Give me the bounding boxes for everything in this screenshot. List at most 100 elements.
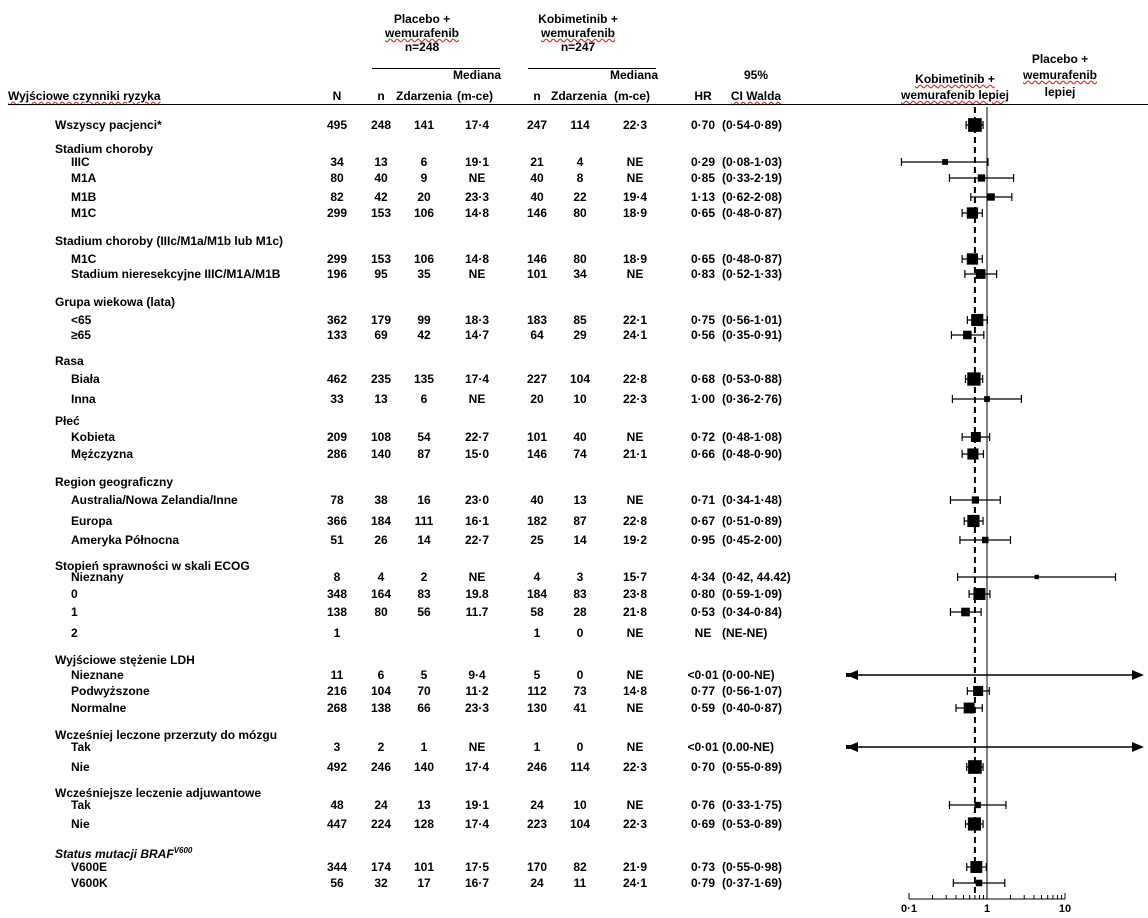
hr-point [942, 159, 948, 165]
cell-e1: 56 [417, 605, 431, 619]
cell-e2: 104 [569, 817, 591, 831]
cell-N: 362 [326, 313, 348, 327]
row-label: Stadium nieresekcyjne IIIC/M1A/M1B [71, 267, 281, 281]
cell-m2: 21·1 [622, 447, 648, 461]
cell-m2: 24·1 [622, 876, 648, 890]
cell-m1: 19.8 [465, 587, 489, 601]
cell-n2: 1 [533, 626, 541, 640]
group2-n: n=247 [560, 40, 596, 54]
cell-e2: 11 [573, 876, 587, 890]
cell-e2: 80 [573, 206, 587, 220]
cell-hr: 0·66 [690, 447, 716, 461]
cell-hr: <0·01 [687, 740, 719, 754]
cell-e1: 135 [413, 372, 435, 386]
cell-e1: 9 [420, 171, 428, 185]
cell-e1: 6 [420, 392, 428, 406]
cell-m1: 14·7 [464, 328, 490, 342]
cell-hr: 0·56 [690, 328, 716, 342]
cell-e1: 141 [413, 118, 435, 132]
cell-n2: 223 [526, 817, 548, 831]
cell-hr: 0·67 [690, 514, 716, 528]
cell-m1: NE [468, 570, 486, 584]
row-label: 2 [71, 626, 78, 640]
cell-e1: 13 [417, 798, 431, 812]
cell-m2: 22·8 [622, 372, 648, 386]
cell-n2: 183 [526, 313, 548, 327]
cell-hr: 4·34 [690, 570, 716, 584]
cell-e2: 0 [576, 668, 584, 682]
cell-N: 80 [330, 171, 344, 185]
cell-m2: NE [626, 155, 644, 169]
section-title: Grupa wiekowa (lata) [55, 295, 176, 309]
cell-n1: 224 [370, 817, 392, 831]
cell-e2: 10 [573, 392, 587, 406]
cell-N: 82 [330, 190, 344, 204]
row-label: V600K [71, 876, 108, 890]
cell-n2: 40 [530, 171, 544, 185]
cell-e2: 13 [573, 493, 587, 507]
cell-n1: 246 [370, 760, 392, 774]
hr-point [973, 685, 984, 697]
cell-m2: NE [626, 430, 644, 444]
cell-m2: 21·8 [622, 605, 648, 619]
cell-n1: 24 [374, 798, 388, 812]
cell-hr: 0·71 [690, 493, 716, 507]
cell-e2: 22 [573, 190, 587, 204]
cell-e1: 5 [420, 668, 428, 682]
cell-m1: 9·4 [468, 668, 486, 682]
hr-point [968, 760, 982, 774]
cell-e2: 41 [573, 701, 587, 715]
cell-e1: 16 [417, 493, 431, 507]
cell-m2: NE [626, 626, 644, 640]
cell-e1: 140 [413, 760, 435, 774]
row-label: Nieznany [71, 570, 124, 584]
cell-e1: 87 [417, 447, 431, 461]
cell-n1: 38 [374, 493, 388, 507]
cell-ci: (0·34-1·48) [722, 493, 783, 507]
cell-ci: (0·40-0·87) [722, 701, 783, 715]
cell-m1: 14·8 [464, 206, 490, 220]
ci-arrow-left [846, 742, 858, 752]
favor-right-line2: wemurafenib [1010, 68, 1110, 82]
cell-e1: 66 [417, 701, 431, 715]
cell-e2: 28 [573, 605, 587, 619]
cell-e2: 82 [573, 860, 587, 874]
cell-n2: 1 [533, 740, 541, 754]
cell-n2: 24 [530, 876, 544, 890]
cell-ci: (0·35-0·91) [722, 328, 783, 342]
cell-m2: 22·8 [622, 514, 648, 528]
cell-e2: 74 [573, 447, 587, 461]
cell-m1: 17·4 [464, 817, 490, 831]
cell-e1: 2 [420, 570, 428, 584]
cell-N: 3 [333, 740, 341, 754]
cell-m2: NE [626, 668, 644, 682]
cell-ci: (0·33-2·19) [722, 171, 783, 185]
cell-m1: 19·1 [464, 155, 490, 169]
cell-hr: 0·72 [690, 430, 716, 444]
hr-point [967, 372, 981, 386]
cell-N: 366 [326, 514, 348, 528]
section-title: Wcześniej leczone przerzuty do mózgu [55, 728, 278, 742]
cell-N: 138 [326, 605, 348, 619]
cell-ci: (0·52-1·33) [722, 267, 783, 281]
row-label: Inna [71, 392, 96, 406]
cell-n1: 153 [370, 206, 392, 220]
hr-point [987, 193, 995, 201]
cell-m1: 23·3 [464, 701, 490, 715]
cell-e1: 128 [413, 817, 435, 831]
group1-title-line2: wemurafenib [384, 26, 459, 40]
cell-ci: (0·36-2·76) [722, 392, 783, 406]
cell-ci: (0.00-NE) [722, 740, 775, 754]
cell-hr: 0·59 [690, 701, 716, 715]
cell-n2: 101 [526, 430, 548, 444]
cell-ci: (0·37-1·69) [722, 876, 783, 890]
col-factor: Wyjściowe czynniki ryzyka [8, 89, 161, 103]
hr-point [973, 588, 986, 600]
cell-ci: (0·53-0·89) [722, 817, 783, 831]
cell-N: 492 [326, 760, 348, 774]
cell-e1: 101 [413, 860, 435, 874]
cell-N: 8 [333, 570, 341, 584]
cell-m2: 22·3 [622, 392, 648, 406]
cell-n2: 40 [530, 190, 544, 204]
